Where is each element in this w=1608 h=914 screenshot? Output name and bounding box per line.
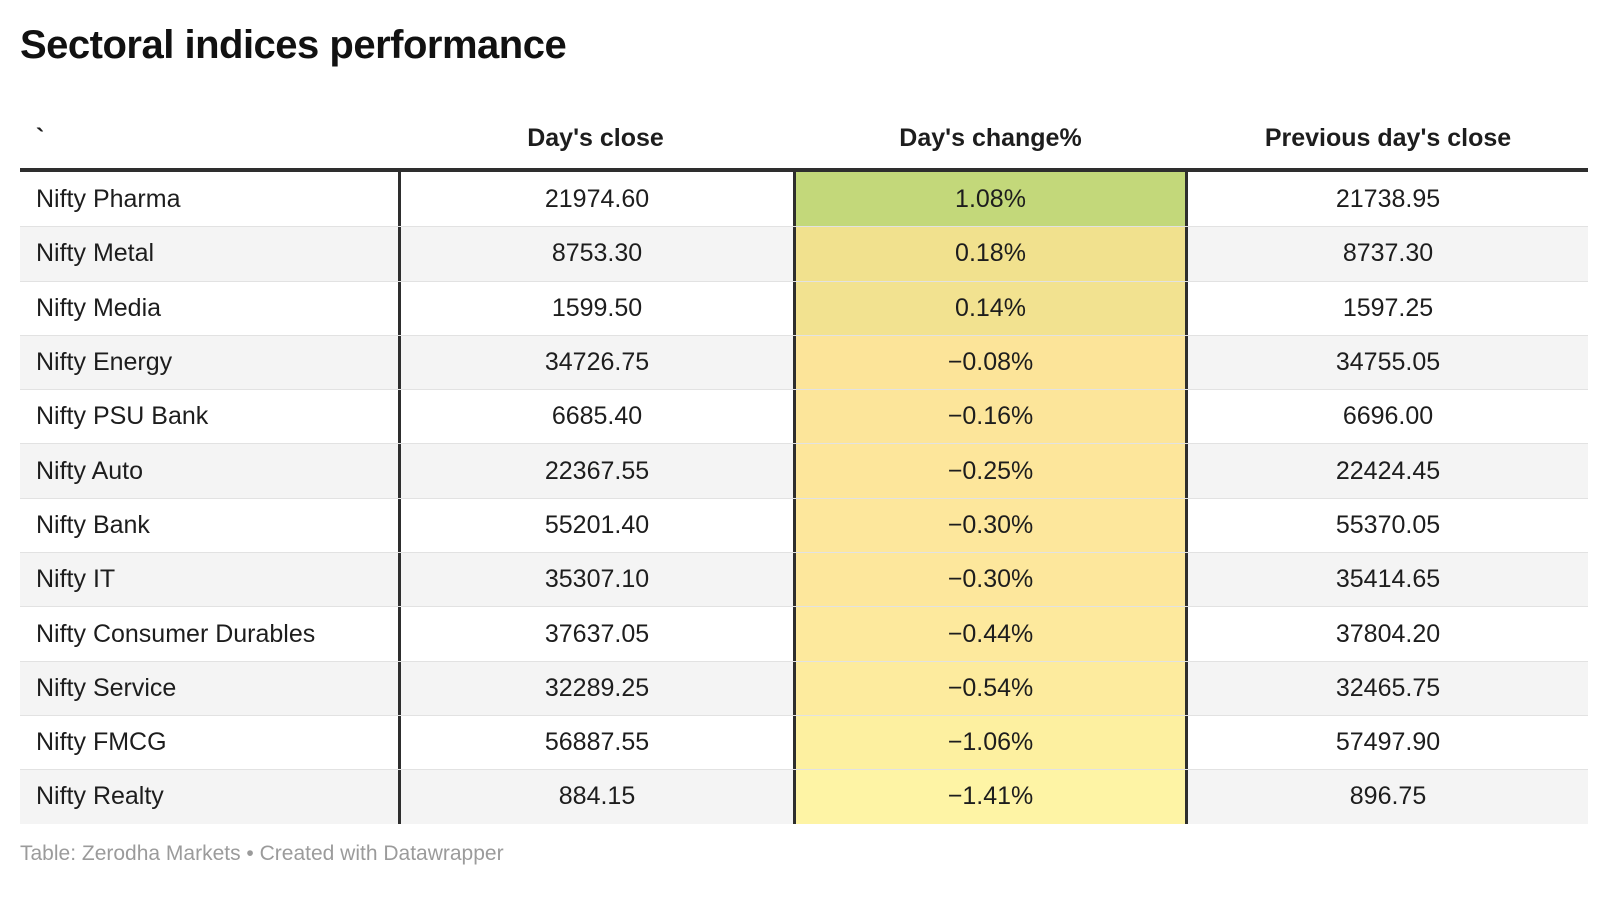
days-change-heat-cell: 0.18%	[793, 227, 1188, 281]
days-change-heat-cell: −1.06%	[793, 715, 1188, 770]
index-name-label: Nifty PSU Bank	[36, 402, 209, 431]
days-change-heat-cell: 0.14%	[793, 281, 1188, 335]
days-close-value: 6685.40	[398, 390, 793, 444]
table-source-footer: Table: Zerodha Markets • Created with Da…	[20, 841, 504, 865]
index-name-label: Nifty Bank	[36, 510, 150, 539]
table-row: Nifty Auto 22367.55 −0.25% 22424.45	[20, 443, 1588, 498]
previous-close-value: 21738.95	[1335, 184, 1441, 213]
table-row: Nifty Pharma 21974.60 1.08% 21738.95	[20, 172, 1588, 227]
previous-close-value: 32465.75	[1335, 673, 1441, 702]
table-row: Nifty Service 32289.25 −0.54% 32465.75	[20, 660, 1588, 715]
days-change-heat-cell: −0.16%	[793, 390, 1188, 444]
days-change-heat-cell: −0.30%	[793, 498, 1188, 553]
column-header-blank: `	[36, 124, 45, 152]
indices-table: ` Day's close Day's change% Previous day…	[20, 104, 1588, 824]
days-close-value: 35307.10	[398, 553, 793, 607]
previous-close-value: 896.75	[1349, 782, 1427, 811]
index-name-label: Nifty Auto	[36, 456, 143, 485]
index-name-label: Nifty Media	[36, 293, 162, 322]
column-header-days-close: Day's close	[527, 124, 664, 152]
table-row: Nifty PSU Bank 6685.40 −0.16% 6696.00	[20, 389, 1588, 444]
table-body: Nifty Pharma 21974.60 1.08% 21738.95 Nif…	[20, 172, 1588, 824]
days-change-heat-cell: −1.41%	[793, 770, 1188, 824]
days-close-value: 32289.25	[398, 661, 793, 715]
previous-close-value: 35414.65	[1335, 565, 1441, 594]
days-change-heat-cell: −0.44%	[793, 607, 1188, 661]
page-title: Sectoral indices performance	[20, 23, 567, 67]
days-change-heat-cell: −0.54%	[793, 661, 1188, 715]
days-close-value: 34726.75	[398, 335, 793, 390]
table-row: Nifty Consumer Durables 37637.05 −0.44% …	[20, 606, 1588, 661]
column-header-previous-close: Previous day's close	[1264, 124, 1512, 152]
table-row: Nifty Realty 884.15 −1.41% 896.75	[20, 769, 1588, 824]
previous-close-value: 55370.05	[1335, 510, 1441, 539]
days-close-value: 22367.55	[398, 444, 793, 498]
table-row: Nifty Energy 34726.75 −0.08% 34755.05	[20, 334, 1588, 390]
index-name-label: Nifty Energy	[36, 348, 173, 377]
index-name-label: Nifty IT	[36, 565, 116, 594]
previous-close-value: 34755.05	[1335, 348, 1441, 377]
days-change-heat-cell: −0.25%	[793, 444, 1188, 498]
days-close-value: 8753.30	[398, 227, 793, 281]
table-header-row: ` Day's close Day's change% Previous day…	[20, 104, 1588, 172]
table-row: Nifty FMCG 56887.55 −1.06% 57497.90	[20, 714, 1588, 770]
index-name-label: Nifty Metal	[36, 239, 155, 268]
previous-close-value: 22424.45	[1335, 456, 1441, 485]
previous-close-value: 6696.00	[1342, 402, 1434, 431]
previous-close-value: 57497.90	[1335, 728, 1441, 757]
days-close-value: 56887.55	[398, 715, 793, 770]
days-close-value: 37637.05	[398, 607, 793, 661]
index-name-label: Nifty FMCG	[36, 728, 167, 757]
previous-close-value: 37804.20	[1335, 619, 1441, 648]
index-name-label: Nifty Consumer Durables	[36, 619, 316, 648]
days-change-heat-cell: −0.30%	[793, 553, 1188, 607]
index-name-label: Nifty Service	[36, 673, 177, 702]
column-header-days-change: Day's change%	[899, 124, 1082, 152]
days-close-value: 55201.40	[398, 498, 793, 553]
table-row: Nifty Metal 8753.30 0.18% 8737.30	[20, 226, 1588, 281]
days-close-value: 1599.50	[398, 281, 793, 335]
days-change-heat-cell: 1.08%	[793, 172, 1188, 227]
days-close-value: 884.15	[398, 770, 793, 824]
previous-close-value: 1597.25	[1342, 293, 1434, 322]
days-change-heat-cell: −0.08%	[793, 335, 1188, 390]
index-name-label: Nifty Realty	[36, 782, 164, 811]
table-row: Nifty Bank 55201.40 −0.30% 55370.05	[20, 497, 1588, 553]
index-name-label: Nifty Pharma	[36, 184, 181, 213]
table-row: Nifty IT 35307.10 −0.30% 35414.65	[20, 552, 1588, 607]
days-close-value: 21974.60	[398, 172, 793, 227]
previous-close-value: 8737.30	[1342, 239, 1434, 268]
table-row: Nifty Media 1599.50 0.14% 1597.25	[20, 280, 1588, 335]
